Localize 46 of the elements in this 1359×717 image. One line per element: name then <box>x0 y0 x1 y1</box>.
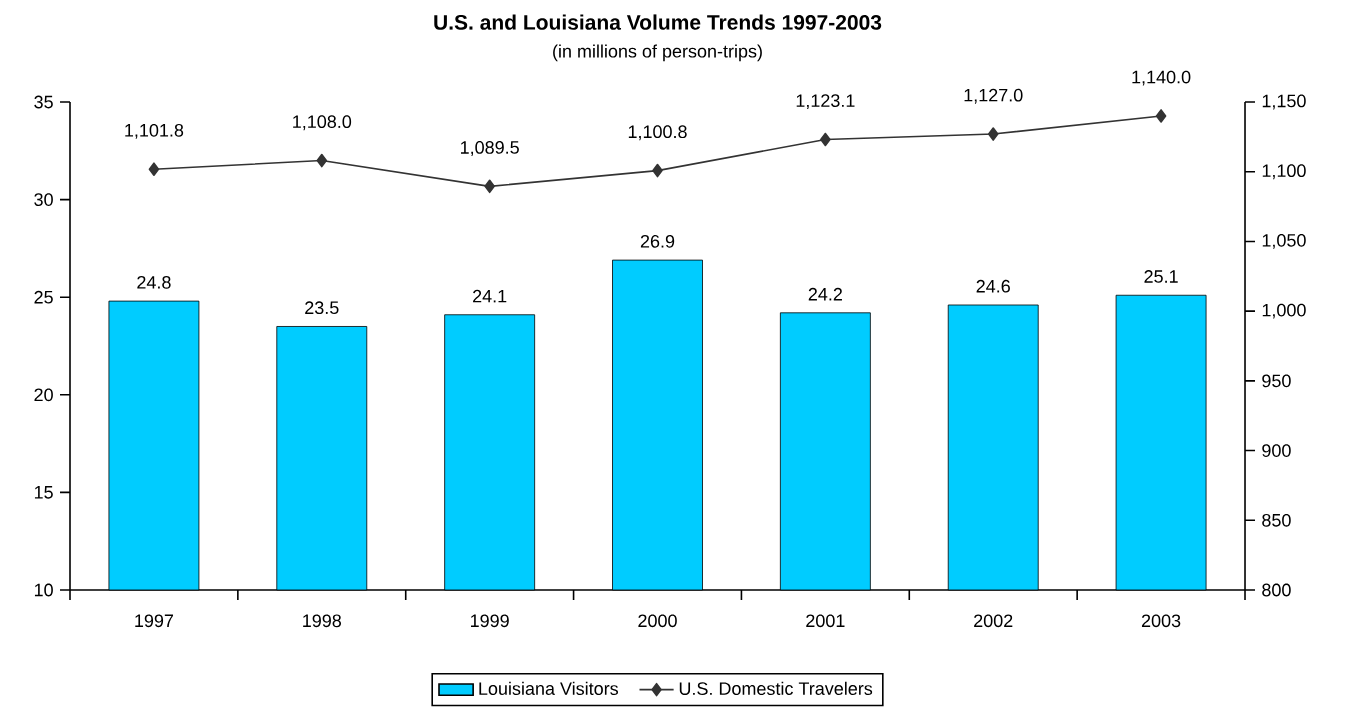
y-tick-label: 20 <box>34 388 53 402</box>
data-label: 1,100.8 <box>628 125 687 141</box>
data-label: 24.6 <box>976 279 1010 293</box>
y-tick-label: 30 <box>34 193 53 206</box>
y2-tick-label: 850 <box>1262 513 1291 527</box>
y2-tick-label: 1,050 <box>1262 233 1306 249</box>
legend-label: Louisiana Visitors <box>479 681 619 695</box>
y-tick-label: 15 <box>34 486 53 499</box>
x-tick-label: 2001 <box>806 614 845 628</box>
point <box>316 153 328 168</box>
data-label: 1,123.1 <box>796 94 855 110</box>
point <box>987 127 999 141</box>
data-label: 26.9 <box>640 234 675 248</box>
legend-label: U.S. Domestic Travelers <box>679 681 873 695</box>
data-label: 1,127.0 <box>964 88 1023 104</box>
data-label: 24.1 <box>473 289 507 303</box>
x-tick-label: 2002 <box>974 614 1013 628</box>
data-label: 25.1 <box>1144 270 1178 283</box>
point <box>484 179 495 194</box>
point <box>148 162 160 177</box>
y-tick-label: 35 <box>34 95 53 109</box>
data-label: 1,101.8 <box>125 123 184 139</box>
point <box>1155 109 1167 123</box>
chart-subtitle: (in millions of person-trips) <box>553 44 762 62</box>
y2-tick-label: 1,000 <box>1262 303 1306 319</box>
y2-tick-label: 1,150 <box>1262 94 1306 110</box>
data-label: 24.2 <box>808 287 842 301</box>
data-label: 24.8 <box>137 275 171 289</box>
data-label: 1,140.0 <box>1132 70 1191 86</box>
x-tick-label: 1999 <box>471 614 509 628</box>
y-tick-label: 10 <box>34 583 53 597</box>
x-tick-label: 2003 <box>1141 614 1181 628</box>
y-tick-label: 25 <box>34 290 53 304</box>
data-label: 1,089.5 <box>461 141 519 156</box>
point <box>820 132 831 147</box>
y2-tick-label: 1,100 <box>1262 164 1306 180</box>
data-label: 1,108.0 <box>293 115 352 131</box>
point <box>652 163 663 178</box>
x-tick-label: 1997 <box>135 614 174 628</box>
y2-tick-label: 800 <box>1262 583 1291 597</box>
x-tick-label: 2000 <box>638 614 677 628</box>
x-tick-label: 1998 <box>303 614 342 628</box>
chart-title: U.S. and Louisiana Volume Trends 1997-2003 <box>434 14 882 30</box>
y2-tick-label: 950 <box>1262 374 1291 388</box>
data-label: 23.5 <box>305 301 339 315</box>
y2-tick-label: 900 <box>1262 444 1291 457</box>
